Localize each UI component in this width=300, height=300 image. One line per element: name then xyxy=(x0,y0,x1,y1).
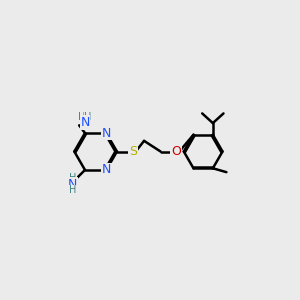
Text: N: N xyxy=(68,178,77,191)
Text: N: N xyxy=(102,164,111,176)
Text: H: H xyxy=(78,112,86,122)
Text: H: H xyxy=(69,185,76,195)
Text: N: N xyxy=(102,127,111,140)
Text: H: H xyxy=(84,112,92,122)
Text: N: N xyxy=(80,116,90,129)
Text: O: O xyxy=(171,145,181,158)
Text: H: H xyxy=(69,173,76,183)
Text: S: S xyxy=(129,145,137,158)
